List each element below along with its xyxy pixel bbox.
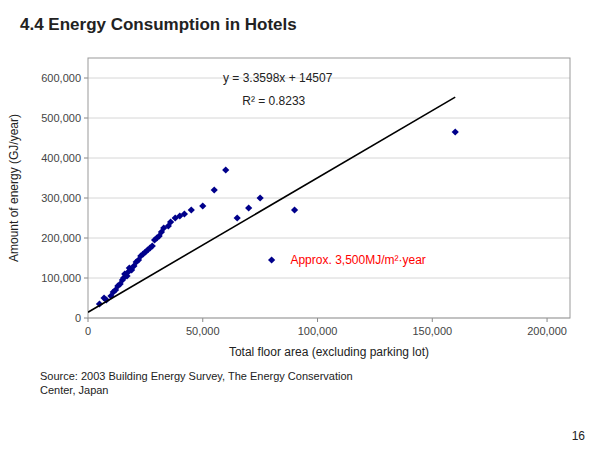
x-tick-label: 0 — [85, 325, 91, 337]
source-line: Center, Japan — [40, 384, 109, 396]
source-note: Source: 2003 Building Energy Survey, The… — [40, 370, 353, 396]
x-tick-label: 200,000 — [527, 325, 567, 337]
page-number: 16 — [572, 429, 586, 443]
title: 4.4 Energy Consumption in Hotels — [20, 15, 297, 34]
y-tick — [84, 118, 88, 119]
y-tick-label: 600,000 — [41, 72, 81, 84]
chart: 4.4 Energy Consumption in Hotels 0 100,000… — [0, 0, 600, 450]
y-tick-label: 400,000 — [41, 152, 81, 164]
x-tick — [547, 318, 548, 322]
point — [211, 186, 218, 193]
source-line: Source: 2003 Building Energy Survey, The… — [40, 370, 353, 382]
point — [222, 166, 229, 173]
plot-area — [88, 97, 459, 312]
point — [291, 206, 298, 213]
y-tick-label: 100,000 — [41, 272, 81, 284]
point — [268, 256, 275, 263]
point — [188, 206, 195, 213]
grid-line — [88, 118, 570, 119]
y-tick — [84, 318, 88, 319]
point — [452, 128, 459, 135]
point — [234, 214, 241, 221]
grid-line — [88, 278, 570, 279]
x-tick — [432, 318, 433, 322]
grid-line — [88, 158, 570, 159]
trend-line — [88, 97, 455, 312]
x-tick-label: 150,000 — [412, 325, 452, 337]
x-axis-label: Total floor area (excluding parking lot) — [229, 345, 429, 359]
x-tick-label: 50,000 — [186, 325, 220, 337]
y-tick — [84, 158, 88, 159]
point — [199, 202, 206, 209]
y-tick — [84, 198, 88, 199]
point — [181, 210, 188, 217]
y-tick — [84, 278, 88, 279]
annotation: Approx. 3,500MJ/m²·year — [290, 253, 425, 267]
plot-frame — [88, 58, 570, 318]
annotation: y = 3.3598x + 14507 — [223, 71, 333, 85]
y-tick-label: 0 — [75, 312, 81, 324]
point — [245, 204, 252, 211]
y-tick-label: 300,000 — [41, 192, 81, 204]
y-tick — [84, 78, 88, 79]
annotation: R² = 0.8233 — [242, 94, 305, 108]
x-tick — [202, 318, 203, 322]
y-tick-label: 200,000 — [41, 232, 81, 244]
point — [257, 194, 264, 201]
y-tick-label: 500,000 — [41, 112, 81, 124]
grid-line — [88, 198, 570, 199]
y-axis-label: Amount of energy (GJ/year) — [7, 114, 21, 262]
point — [149, 242, 156, 249]
x-tick — [317, 318, 318, 322]
y-tick — [84, 238, 88, 239]
x-tick-label: 100,000 — [298, 325, 338, 337]
x-tick — [88, 318, 89, 322]
